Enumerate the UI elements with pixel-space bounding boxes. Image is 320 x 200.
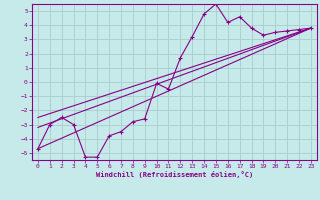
- X-axis label: Windchill (Refroidissement éolien,°C): Windchill (Refroidissement éolien,°C): [96, 171, 253, 178]
